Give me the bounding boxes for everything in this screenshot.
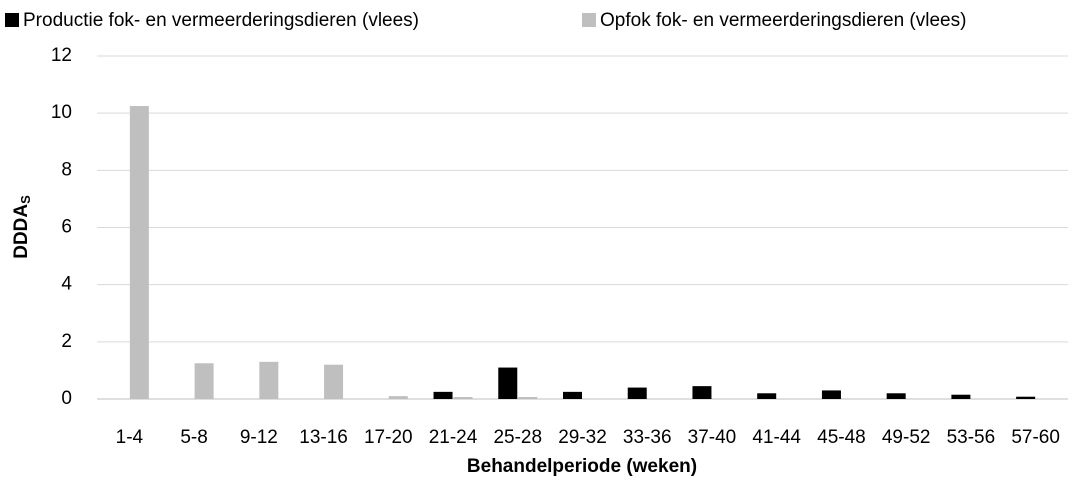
x-tick-label: 45-48 bbox=[817, 427, 866, 448]
bar bbox=[259, 361, 279, 399]
x-tick-label: 29-32 bbox=[558, 427, 607, 448]
bar bbox=[518, 396, 538, 399]
x-tick-label: 25-28 bbox=[493, 427, 542, 448]
bar bbox=[194, 363, 214, 399]
y-tick-label: 6 bbox=[61, 217, 72, 238]
x-tick-label: 37-40 bbox=[688, 427, 737, 448]
y-tick-label: 10 bbox=[51, 102, 72, 123]
x-tick-label: 33-36 bbox=[623, 427, 672, 448]
y-tick-label: 2 bbox=[61, 331, 72, 352]
bar bbox=[821, 390, 841, 399]
x-axis-title: Behandelperiode (weken) bbox=[467, 456, 697, 477]
x-tick-label: 13-16 bbox=[299, 427, 348, 448]
legend-label: Productie fok- en vermeerderingsdieren (… bbox=[23, 10, 419, 31]
bar bbox=[563, 391, 582, 399]
bar bbox=[886, 393, 906, 399]
y-axis-title-main: DDDA bbox=[11, 204, 32, 259]
y-axis-title: DDDAS bbox=[11, 195, 33, 259]
x-tick-label: 21-24 bbox=[429, 427, 478, 448]
y-tick-label: 4 bbox=[61, 274, 72, 295]
bar bbox=[1016, 396, 1036, 399]
bar bbox=[433, 391, 453, 399]
bar bbox=[129, 106, 149, 399]
bar bbox=[951, 394, 971, 399]
legend-swatch bbox=[582, 13, 596, 27]
x-tick-label: 9-12 bbox=[240, 427, 278, 448]
x-tick-label: 17-20 bbox=[364, 427, 413, 448]
y-axis-title-group: DDDAS bbox=[11, 195, 33, 259]
x-tick-label: 57-60 bbox=[1011, 427, 1060, 448]
bar bbox=[453, 396, 473, 399]
bar bbox=[498, 367, 518, 399]
bar bbox=[757, 393, 777, 399]
y-axis-title-subscript: S bbox=[18, 195, 33, 204]
y-tick-label: 0 bbox=[61, 388, 72, 409]
y-tick-label: 8 bbox=[61, 159, 72, 180]
x-tick-label: 1-4 bbox=[116, 427, 144, 448]
bar bbox=[692, 386, 712, 399]
y-tick-label: 12 bbox=[51, 45, 72, 66]
x-tick-label: 53-56 bbox=[947, 427, 996, 448]
legend-label: Opfok fok- en vermeerderingsdieren (vlee… bbox=[600, 10, 966, 31]
bar bbox=[324, 364, 344, 399]
bar bbox=[388, 396, 408, 399]
x-tick-label: 41-44 bbox=[752, 427, 801, 448]
x-tick-label: 5-8 bbox=[180, 427, 207, 448]
x-tick-label: 49-52 bbox=[882, 427, 931, 448]
bar bbox=[627, 387, 647, 399]
legend-swatch bbox=[5, 13, 19, 27]
